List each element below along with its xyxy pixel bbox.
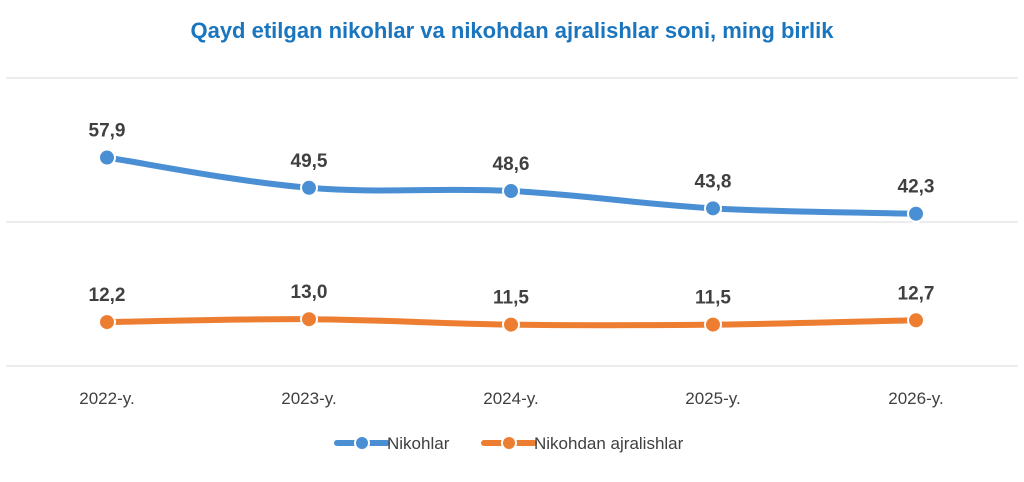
- data-label: 57,9: [89, 121, 126, 142]
- x-tick-label: 2022-y.: [79, 389, 134, 408]
- data-point: [704, 199, 722, 218]
- data-point: [502, 182, 520, 201]
- x-tick-label: 2023-y.: [281, 389, 336, 408]
- data-label: 11,5: [493, 288, 529, 309]
- chart-title: Qayd etilgan nikohlar va nikohdan ajrali…: [190, 18, 834, 43]
- x-tick-label: 2025-y.: [685, 389, 740, 408]
- data-point: [300, 310, 318, 329]
- data-point: [704, 315, 722, 334]
- data-label: 43,8: [695, 171, 732, 192]
- data-label: 12,7: [898, 283, 935, 304]
- data-label: 42,3: [898, 177, 935, 198]
- data-label: 11,5: [695, 288, 731, 309]
- data-point: [98, 313, 116, 332]
- legend-label: Nikohdan ajralishlar: [534, 434, 684, 453]
- legend-marker: [354, 435, 370, 451]
- data-point: [502, 315, 520, 334]
- legend-label: Nikohlar: [387, 434, 450, 453]
- data-label: 48,6: [493, 154, 530, 175]
- x-tick-label: 2024-y.: [483, 389, 538, 408]
- data-point: [98, 148, 116, 167]
- data-point: [300, 178, 318, 197]
- data-point: [907, 311, 925, 330]
- legend-marker: [501, 435, 517, 451]
- x-tick-label: 2026-y.: [888, 389, 943, 408]
- data-point: [907, 204, 925, 223]
- data-label: 49,5: [291, 151, 328, 172]
- data-label: 13,0: [291, 282, 328, 303]
- data-label: 12,2: [89, 285, 126, 306]
